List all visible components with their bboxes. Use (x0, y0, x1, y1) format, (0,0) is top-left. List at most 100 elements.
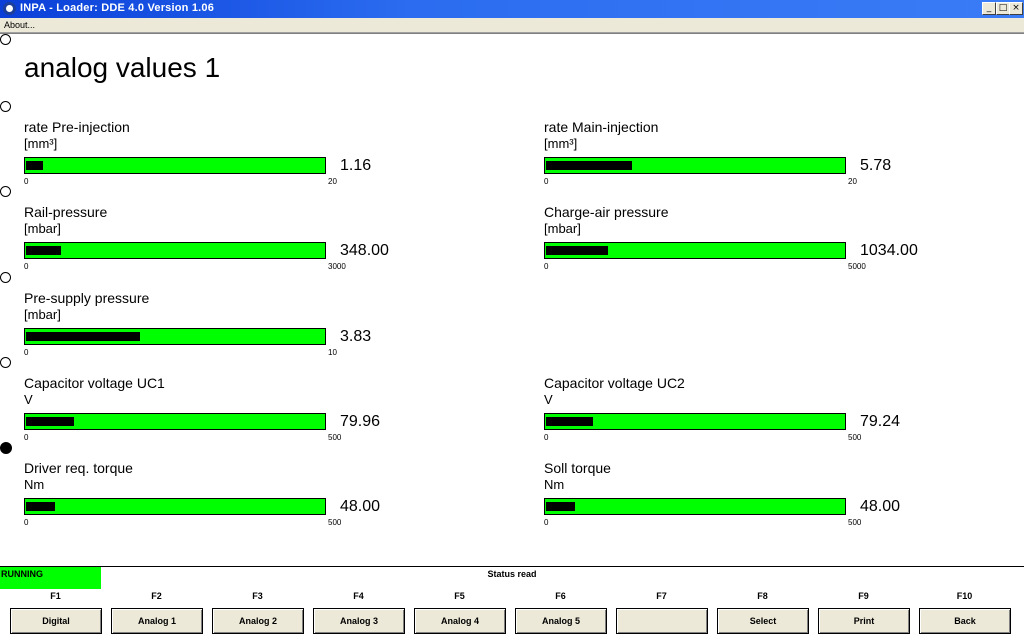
analog-5-button[interactable]: Analog 5 (515, 608, 607, 634)
gauge-rate-main-injection: rate Main-injection [mm³] 0 20 5.78 (544, 119, 944, 189)
fkey-label-f5: F5 (454, 591, 465, 601)
gauge-label: Capacitor voltage UC1 (24, 375, 165, 391)
gauge-unit: Nm (544, 477, 565, 492)
fkey-label-f6: F6 (555, 591, 566, 601)
fkey-label-f4: F4 (353, 591, 364, 601)
back-button[interactable]: Back (919, 608, 1011, 634)
gauge-bar (24, 413, 326, 430)
gauge-max: 5000 (848, 262, 866, 271)
gauge-unit: [mbar] (24, 307, 61, 322)
menu-bar: About... (0, 18, 1024, 33)
title-bar: INPA - Loader: DDE 4.0 Version 1.06 _ □ … (0, 0, 1024, 18)
gauge-value: 1034.00 (860, 242, 918, 259)
fkey-label-f9: F9 (858, 591, 869, 601)
gauge-min: 0 (24, 177, 29, 186)
menu-about[interactable]: About... (4, 20, 36, 30)
page-title: analog values 1 (24, 52, 221, 83)
gauge-unit: V (544, 392, 553, 407)
fkey-label-f3: F3 (252, 591, 263, 601)
analog-2-button[interactable]: Analog 2 (212, 608, 304, 634)
digital-button[interactable]: Digital (10, 608, 102, 634)
gauge-bar (544, 242, 846, 259)
gauge-min: 0 (544, 262, 549, 271)
gauge-fill (546, 417, 593, 426)
gauge-fill (546, 246, 608, 255)
gauge-max: 500 (848, 518, 862, 527)
status-running: RUNNING (0, 567, 101, 589)
gauge-fill (26, 502, 55, 511)
gauge-unit: [mbar] (24, 221, 61, 236)
gauge-capacitor-voltage-uc2: Capacitor voltage UC2 V 0 500 79.24 (544, 375, 944, 445)
gauge-fill (546, 502, 575, 511)
gauge-min: 0 (544, 177, 549, 186)
gauge-label: rate Pre-injection (24, 119, 130, 135)
gauge-bar (24, 242, 326, 259)
status-text: Status read (487, 569, 537, 579)
gauge-bar (544, 157, 846, 174)
gauge-bar (24, 157, 326, 174)
gauge-value: 79.96 (340, 413, 381, 430)
row-marker (0, 101, 11, 112)
row-marker (0, 357, 11, 368)
gauge-pre-supply-pressure: Pre-supply pressure [mbar] 0 10 3.83 (24, 290, 424, 360)
gauge-fill (26, 161, 43, 170)
fkey-label-f2: F2 (151, 591, 162, 601)
gauge-bar (544, 413, 846, 430)
gauge-unit: [mm³] (24, 136, 58, 151)
analog-4-button[interactable]: Analog 4 (414, 608, 506, 634)
gauge-max: 500 (848, 433, 862, 442)
function-key-panel: RUNNING Status read F1 F2 F3 F4 F5 F6 F7… (0, 566, 1024, 641)
print-button[interactable]: Print (818, 608, 910, 634)
gauge-min: 0 (24, 348, 29, 357)
gauge-value: 5.78 (860, 157, 892, 174)
main-panel: analog values 1 rate Pre-injection [mm³]… (0, 33, 1024, 567)
minimize-icon[interactable]: _ (982, 2, 996, 15)
gauge-min: 0 (544, 433, 549, 442)
gauge-unit: [mm³] (544, 136, 578, 151)
gauge-value: 48.00 (340, 498, 381, 515)
fkey-label-f10: F10 (956, 591, 973, 601)
gauge-max: 10 (328, 348, 337, 357)
gauge-fill (546, 161, 632, 170)
gauge-label: Rail-pressure (24, 204, 108, 220)
close-icon[interactable]: × (1009, 2, 1023, 15)
gauge-bar (24, 328, 326, 345)
gauge-label: Driver req. torque (24, 460, 133, 476)
row-marker (0, 186, 11, 197)
gauge-rate-pre-injection: rate Pre-injection [mm³] 0 20 1.16 (24, 119, 424, 189)
analog-1-button[interactable]: Analog 1 (111, 608, 203, 634)
gauge-value: 48.00 (860, 498, 901, 515)
maximize-icon[interactable]: □ (996, 2, 1010, 15)
f7-button[interactable] (616, 608, 708, 634)
gauge-max: 20 (328, 177, 337, 186)
gauge-value: 79.24 (860, 413, 901, 430)
gauge-label: Pre-supply pressure (24, 290, 150, 306)
window-title: INPA - Loader: DDE 4.0 Version 1.06 (20, 2, 215, 14)
gauge-soll-torque: Soll torque Nm 0 500 48.00 (544, 460, 944, 530)
row-marker (0, 272, 11, 283)
gauge-fill (26, 417, 74, 426)
gauge-max: 3000 (328, 262, 346, 271)
gauge-unit: Nm (24, 477, 45, 492)
gauge-bar (544, 498, 846, 515)
fkey-label-f1: F1 (50, 591, 61, 601)
gauge-fill (26, 332, 140, 341)
gauge-value: 348.00 (340, 242, 389, 259)
gauge-min: 0 (544, 518, 549, 527)
fkey-label-f7: F7 (656, 591, 667, 601)
gauge-label: Capacitor voltage UC2 (544, 375, 685, 391)
gauge-capacitor-voltage-uc1: Capacitor voltage UC1 V 0 500 79.96 (24, 375, 424, 445)
gauge-min: 0 (24, 433, 29, 442)
gauge-max: 500 (328, 518, 342, 527)
gauge-fill (26, 246, 61, 255)
gauge-driver-req-torque: Driver req. torque Nm 0 500 48.00 (24, 460, 424, 530)
analog-3-button[interactable]: Analog 3 (313, 608, 405, 634)
gauge-value: 1.16 (340, 157, 372, 174)
select-button[interactable]: Select (717, 608, 809, 634)
gauge-value: 3.83 (340, 328, 372, 345)
gauge-label: rate Main-injection (544, 119, 659, 135)
fkey-label-f8: F8 (757, 591, 768, 601)
gauge-label: Charge-air pressure (544, 204, 669, 220)
app-icon (3, 2, 16, 15)
gauge-min: 0 (24, 518, 29, 527)
